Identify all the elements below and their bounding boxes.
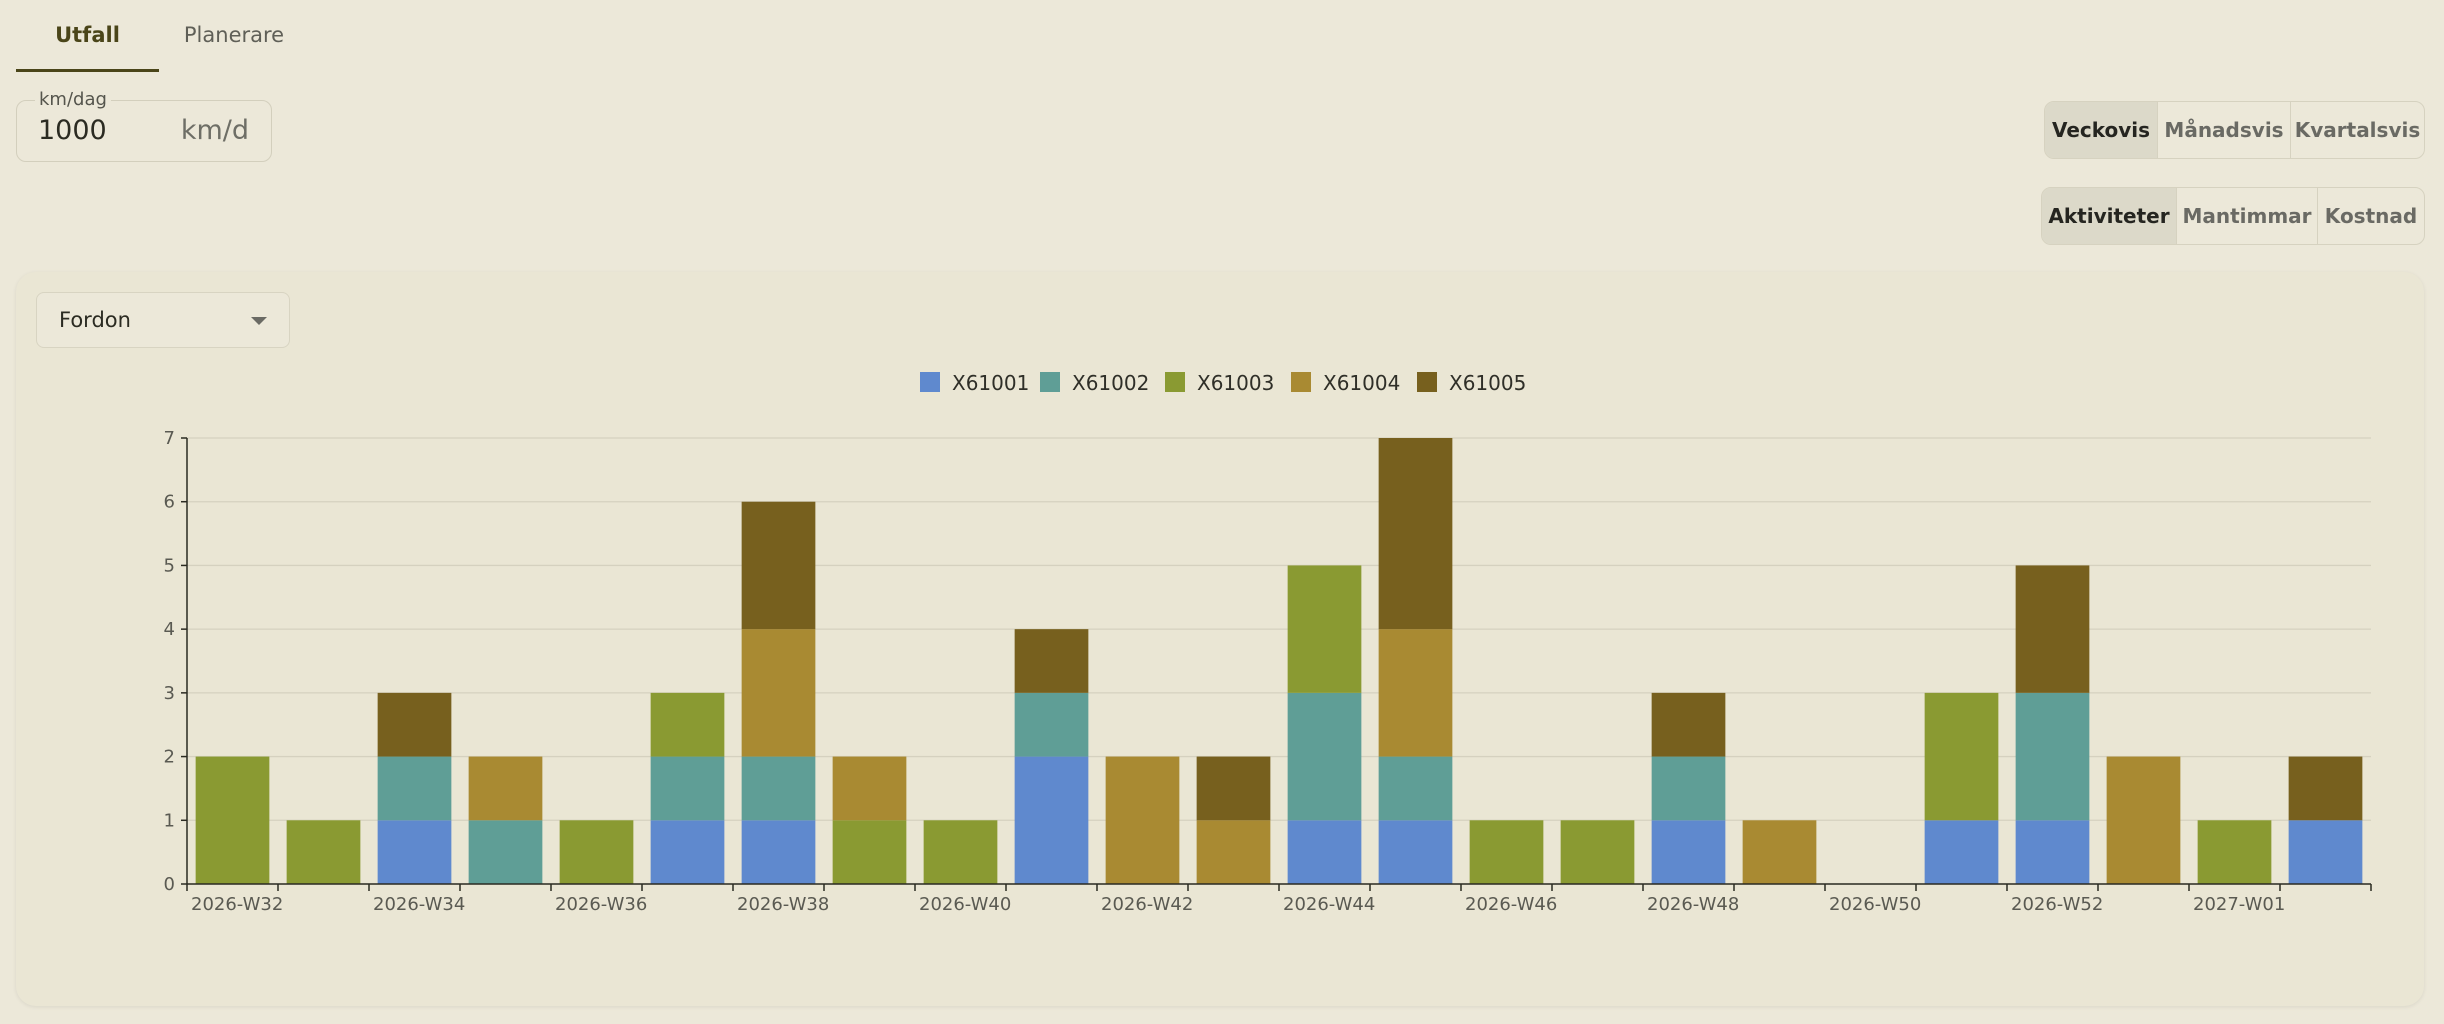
legend-swatch-x61002 [1040, 372, 1060, 392]
y-tick-label: 1 [164, 810, 175, 831]
x-tick-label: 2026-W42 [1101, 894, 1193, 915]
legend-label-x61003: X61003 [1197, 371, 1274, 395]
bar-segment-x61001 [377, 820, 452, 884]
bar-segment-x61001 [2288, 820, 2363, 884]
bar-segment-x61002 [1014, 692, 1089, 757]
y-tick-label: 4 [164, 619, 175, 640]
bar-segment-x61002 [650, 756, 725, 821]
group-by-select-value: Fordon [59, 308, 131, 332]
bar-segment-x61003 [1560, 820, 1635, 884]
bar-segment-x61004 [1196, 820, 1271, 884]
bar-segment-x61002 [2015, 692, 2090, 821]
metric-toggle-group: Aktiviteter Mantimmar Kostnad [2041, 187, 2425, 245]
bar-segment-x61002 [468, 820, 543, 884]
period-monthly-button[interactable]: Månadsvis [2157, 102, 2290, 158]
view-tabs: Utfall Planerare [16, 0, 309, 74]
y-tick-label: 2 [164, 747, 175, 768]
bar-segment-x61003 [195, 756, 270, 884]
legend-label-x61004: X61004 [1323, 371, 1400, 395]
bar-segment-x61005 [377, 692, 452, 757]
x-tick-label: 2026-W44 [1283, 894, 1375, 915]
bar-segment-x61001 [1378, 820, 1453, 884]
y-tick-label: 3 [164, 683, 175, 704]
bar-segment-x61005 [1196, 756, 1271, 821]
y-tick-label: 5 [164, 555, 175, 576]
period-quarterly-button[interactable]: Kvartalsvis [2290, 102, 2424, 158]
y-tick-label: 0 [164, 874, 175, 895]
y-tick-label: 6 [164, 492, 175, 513]
bar-segment-x61001 [1651, 820, 1726, 884]
x-tick-label: 2026-W34 [373, 894, 465, 915]
period-weekly-button[interactable]: Veckovis [2045, 102, 2157, 158]
bar-segment-x61001 [2015, 820, 2090, 884]
x-tick-label: 2026-W50 [1829, 894, 1921, 915]
bar-segment-x61003 [559, 820, 634, 884]
legend-swatch-x61004 [1291, 372, 1311, 392]
legend-label-x61001: X61001 [952, 371, 1029, 395]
metric-manhours-button[interactable]: Mantimmar [2176, 188, 2317, 244]
bar-segment-x61003 [650, 692, 725, 757]
bar-segment-x61005 [1378, 438, 1453, 630]
tab-utfall[interactable]: Utfall [16, 0, 159, 72]
bar-segment-x61005 [741, 501, 816, 630]
x-tick-label: 2026-W46 [1465, 894, 1557, 915]
chevron-down-icon [251, 317, 267, 325]
bar-segment-x61005 [1651, 692, 1726, 757]
stacked-bar-chart: 0 1 2 3 4 5 6 7 2026-W32 2026-W34 2026-W36 2026-W38… [164, 371, 2372, 915]
bar-segment-x61003 [1287, 565, 1362, 693]
legend-label-x61002: X61002 [1072, 371, 1149, 395]
bar-segment-x61004 [2106, 756, 2181, 884]
x-tick-label: 2026-W48 [1647, 894, 1739, 915]
bar-segment-x61004 [832, 756, 907, 821]
bar-segment-x61003 [923, 820, 998, 884]
bar-segment-x61001 [1924, 820, 1999, 884]
chart-card: Fordon 0 1 2 3 4 5 6 7 2026-W32 2026-W34 2026-W36 2… [16, 272, 2424, 1006]
bar-segment-x61005 [2015, 565, 2090, 693]
bar-segment-x61003 [1924, 692, 1999, 821]
bar-segment-x61005 [2288, 756, 2363, 821]
bar-segment-x61004 [1105, 756, 1180, 884]
bar-segment-x61002 [741, 756, 816, 821]
metric-cost-button[interactable]: Kostnad [2317, 188, 2424, 244]
x-tick-label: 2026-W52 [2011, 894, 2103, 915]
bar-segment-x61001 [1287, 820, 1362, 884]
legend-swatch-x61003 [1165, 372, 1185, 392]
km-per-day-unit: km/d [180, 115, 249, 146]
period-toggle-group: Veckovis Månadsvis Kvartalsvis [2044, 101, 2425, 159]
bar-segment-x61001 [650, 820, 725, 884]
bar-segment-x61002 [1378, 756, 1453, 821]
legend-swatch-x61001 [920, 372, 940, 392]
bar-segment-x61003 [1469, 820, 1544, 884]
bar-segment-x61003 [2197, 820, 2272, 884]
km-per-day-value[interactable]: 1000 [38, 115, 107, 146]
bar-segment-x61003 [832, 820, 907, 884]
y-tick-label: 7 [164, 428, 175, 449]
bar-segment-x61003 [286, 820, 361, 884]
x-tick-label: 2026-W40 [919, 894, 1011, 915]
x-tick-label: 2026-W36 [555, 894, 647, 915]
legend-label-x61005: X61005 [1449, 371, 1526, 395]
bar-segment-x61004 [468, 756, 543, 821]
x-tick-label: 2027-W01 [2193, 894, 2285, 915]
x-tick-label: 2026-W38 [737, 894, 829, 915]
bar-segment-x61004 [1378, 629, 1453, 757]
bar-segment-x61004 [741, 629, 816, 757]
bar-segment-x61002 [1651, 756, 1726, 821]
bar-segment-x61002 [377, 756, 452, 821]
group-by-select[interactable]: Fordon [36, 292, 290, 348]
x-tick-label: 2026-W32 [191, 894, 283, 915]
km-per-day-label: km/dag [35, 89, 111, 110]
bar-segment-x61002 [1287, 692, 1362, 821]
bar-segment-x61001 [741, 820, 816, 884]
legend-swatch-x61005 [1417, 372, 1437, 392]
km-per-day-field[interactable]: km/dag 1000 km/d [16, 89, 272, 162]
metric-activities-button[interactable]: Aktiviteter [2042, 188, 2176, 244]
bar-segment-x61001 [1014, 756, 1089, 884]
bar-segment-x61005 [1014, 629, 1089, 693]
bar-segment-x61004 [1742, 820, 1817, 884]
tab-planerare[interactable]: Planerare [183, 22, 285, 47]
